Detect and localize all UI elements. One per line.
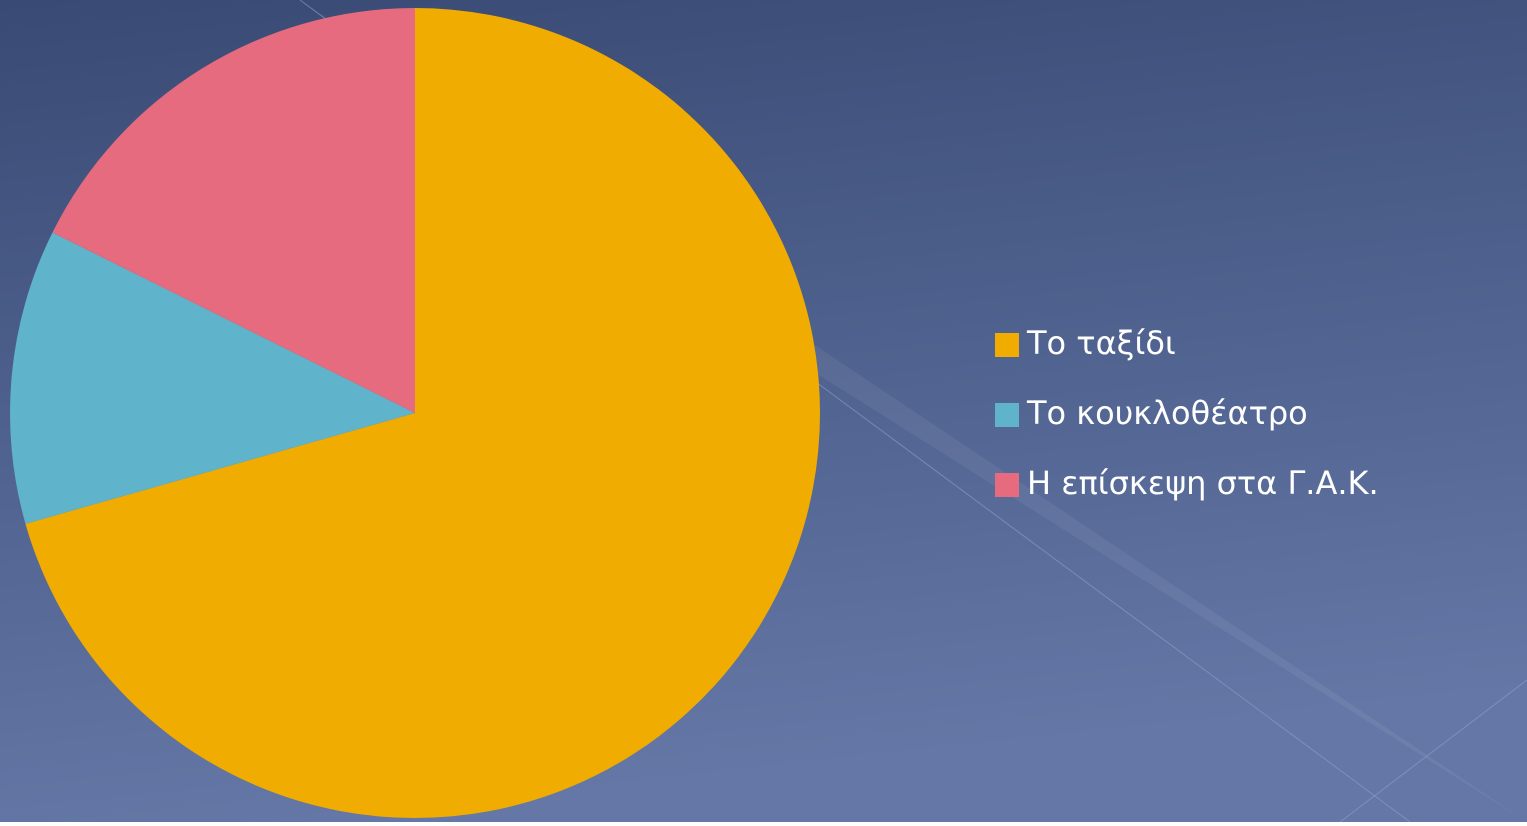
legend-label: Η επίσκεψη στα Γ.Α.Κ. <box>1027 464 1379 502</box>
pie-slice <box>25 8 820 819</box>
pie-slice <box>52 8 416 413</box>
legend-swatch <box>995 333 1019 357</box>
legend: Το ταξίδι Το κουκλοθέατρο Η επίσκεψη στα Γ… <box>995 324 1379 502</box>
pie-slice <box>10 232 416 524</box>
legend-swatch <box>995 403 1019 427</box>
legend-swatch <box>995 473 1019 497</box>
legend-label: Το ταξίδι <box>1026 324 1176 362</box>
pie <box>10 8 820 819</box>
decoration-line <box>1339 679 1527 823</box>
legend-label: Το κουκλοθέατρο <box>1026 394 1308 432</box>
